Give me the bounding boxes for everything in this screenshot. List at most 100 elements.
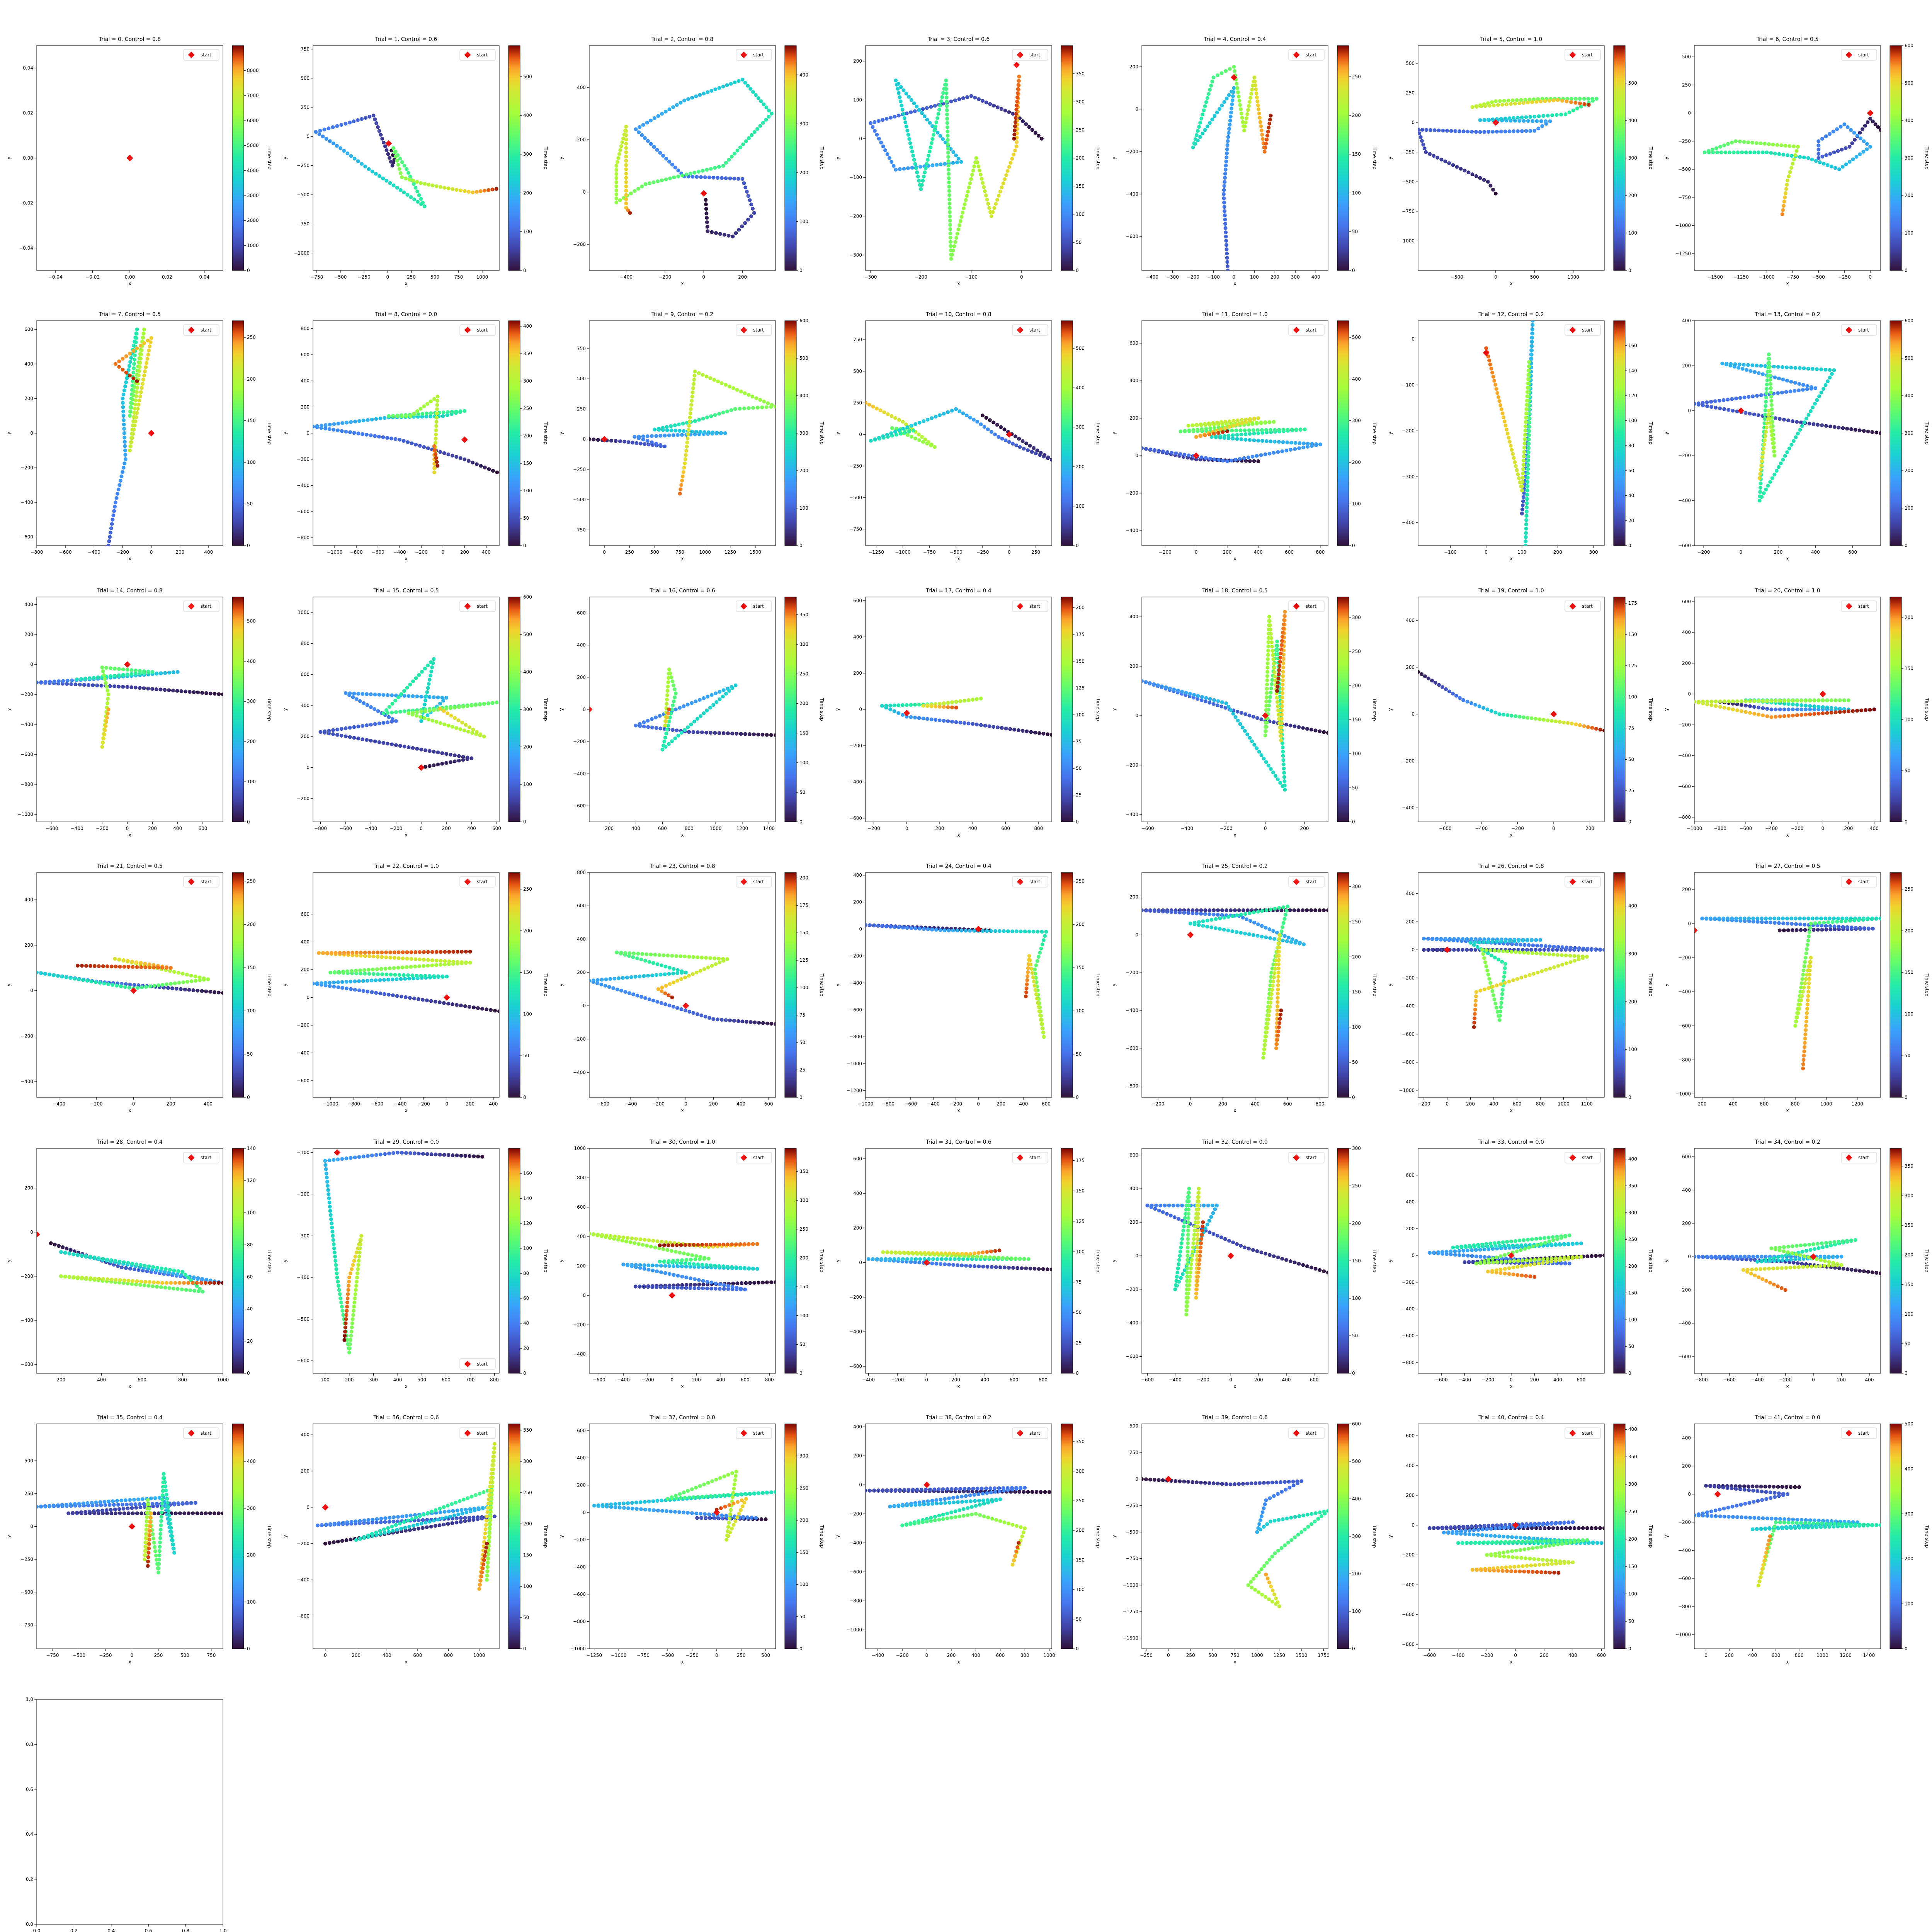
x-tick-label: 600 xyxy=(492,826,501,831)
time-step-point xyxy=(1824,134,1828,138)
time-step-point xyxy=(1789,379,1793,384)
colorbar xyxy=(1889,597,1902,822)
time-step-point xyxy=(1861,127,1865,131)
time-step-point xyxy=(1524,539,1528,543)
time-step-point xyxy=(177,981,181,985)
x-tick-label: −400 xyxy=(71,826,83,831)
time-step-point xyxy=(1246,108,1250,112)
x-tick-label: −1000 xyxy=(1759,274,1775,280)
time-step-point xyxy=(152,965,156,969)
colorbar-tick-label: 400 xyxy=(1352,376,1361,382)
y-tick-label: −0.04 xyxy=(19,245,33,251)
start-marker xyxy=(589,706,593,713)
time-step-point xyxy=(125,376,129,380)
time-step-point xyxy=(168,969,172,973)
time-step-point xyxy=(1799,703,1803,707)
time-step-point xyxy=(359,954,363,958)
time-step-point xyxy=(1277,668,1281,672)
time-step-point xyxy=(1269,686,1273,690)
time-step-point xyxy=(1305,727,1309,731)
time-step-point xyxy=(418,181,423,185)
time-step-point xyxy=(980,177,984,181)
time-step-point xyxy=(1255,716,1259,720)
colorbar-tick-label: 150 xyxy=(1076,658,1085,664)
time-step-point xyxy=(705,415,709,420)
time-step-point xyxy=(467,725,471,730)
time-step-point xyxy=(390,163,395,168)
time-step-point xyxy=(364,433,369,437)
time-step-point xyxy=(131,432,135,436)
time-step-point xyxy=(1223,222,1227,226)
time-step-point xyxy=(648,181,652,185)
time-step-point xyxy=(367,951,371,955)
time-step-point xyxy=(1833,166,1837,170)
time-step-point xyxy=(402,709,406,713)
y-axis-label: y xyxy=(1664,708,1669,711)
time-step-point xyxy=(758,398,762,402)
time-step-point xyxy=(618,439,622,444)
time-step-point xyxy=(122,422,126,427)
x-axis-label: x xyxy=(681,281,684,286)
time-step-point xyxy=(104,724,108,728)
y-tick-label: 400 xyxy=(24,602,33,607)
time-step-point xyxy=(1505,427,1509,432)
time-step-point xyxy=(389,973,393,977)
time-step-point xyxy=(1710,148,1714,152)
time-step-point xyxy=(1772,364,1776,369)
colorbar-tick-label: 125 xyxy=(1628,663,1637,668)
time-step-point xyxy=(37,680,39,685)
time-step-point xyxy=(686,725,690,730)
time-step-point xyxy=(117,483,122,487)
time-step-point xyxy=(1796,432,1800,435)
y-tick-label: −100 xyxy=(849,175,862,180)
time-step-point xyxy=(106,982,111,986)
time-step-point xyxy=(987,724,992,728)
time-step-point xyxy=(1242,128,1246,133)
time-step-point xyxy=(1208,457,1212,461)
time-step-point xyxy=(988,102,992,106)
time-step-point xyxy=(1440,685,1444,689)
time-step-point xyxy=(1161,449,1165,454)
y-tick-label: 0 xyxy=(1135,713,1138,718)
colorbar-tick-label: 100 xyxy=(1628,418,1637,423)
x-tick-label: −1250 xyxy=(868,549,884,555)
time-step-point xyxy=(1212,698,1216,702)
time-step-point xyxy=(646,442,651,447)
time-step-point xyxy=(675,728,679,733)
time-step-point xyxy=(946,719,950,723)
legend-label: start xyxy=(201,327,211,333)
time-step-point xyxy=(1264,708,1268,712)
time-step-point xyxy=(1759,141,1763,146)
time-step-point xyxy=(1267,699,1272,703)
time-step-point xyxy=(1491,129,1495,134)
time-step-point xyxy=(1489,366,1493,371)
time-step-point xyxy=(1269,636,1273,640)
time-step-point xyxy=(104,666,109,670)
time-step-point xyxy=(1222,184,1226,188)
time-step-point xyxy=(638,722,642,726)
time-step-point xyxy=(899,85,903,89)
time-step-point xyxy=(936,112,940,116)
time-step-point xyxy=(427,764,432,768)
time-step-point xyxy=(945,125,949,129)
time-step-point xyxy=(1256,439,1260,443)
time-step-point xyxy=(328,422,332,427)
x-tick-label: 400 xyxy=(968,826,977,831)
time-step-point xyxy=(1204,100,1208,104)
time-step-point xyxy=(1270,678,1274,682)
time-step-point xyxy=(1286,428,1290,432)
time-step-point xyxy=(665,702,669,706)
time-step-point xyxy=(1256,459,1260,463)
time-step-point xyxy=(1738,139,1742,144)
colorbar-tick-label: 200 xyxy=(1905,193,1913,198)
time-step-point xyxy=(1184,690,1188,695)
time-step-point xyxy=(356,736,361,741)
time-step-point xyxy=(951,248,955,253)
data-layer xyxy=(1483,321,1535,546)
time-step-point xyxy=(950,705,954,709)
time-step-point xyxy=(1523,429,1527,433)
time-step-point xyxy=(1256,416,1260,420)
time-step-point xyxy=(901,420,905,424)
time-step-point xyxy=(654,726,658,730)
y-tick-label: 400 xyxy=(24,361,33,367)
